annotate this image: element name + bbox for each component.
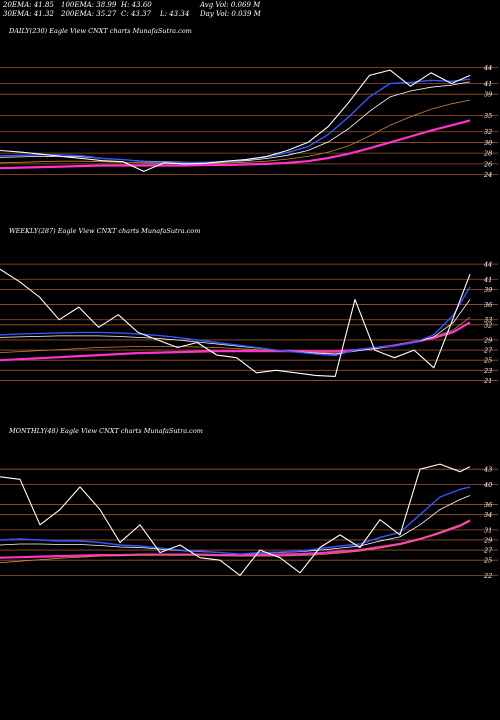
y-tick-label: 32: [484, 128, 492, 136]
y-tick-label: 39: [484, 91, 492, 99]
monthly-chart: 43 40 36 34 31 29 27 25 22: [0, 463, 498, 580]
daily-chart: 44 41 39 35 32 30 28 26 24: [0, 64, 498, 179]
ema-long-line: [0, 321, 471, 362]
y-tick-label: 33: [484, 316, 492, 324]
ema100-stat: 100EMA: 38.99: [61, 1, 117, 9]
price-line: [0, 268, 471, 377]
y-tick-label: 27: [483, 347, 493, 355]
y-tick-label: 22: [483, 572, 492, 580]
high-stat: H: 43.60: [121, 1, 152, 9]
y-tick-label: 25: [483, 557, 492, 565]
y-tick-label: 35: [484, 112, 492, 120]
y-tick-label: 29: [483, 336, 492, 344]
y-tick-label: 41: [483, 276, 492, 284]
y-tick-label: 44: [483, 64, 492, 72]
y-tick-label: 32: [484, 321, 492, 329]
y-tick-label: 21: [483, 377, 492, 385]
y-tick-label: 25: [483, 357, 492, 365]
y-tick-label: 43: [483, 466, 492, 474]
y-tick-label: 27: [483, 547, 493, 555]
low-stat: L: 43.34: [160, 10, 190, 18]
ema-mid-line: [0, 299, 471, 355]
indicator-header: 20EMA: 41.85 30EMA: 41.32 100EMA: 38.99 …: [0, 0, 500, 20]
weekly-panel-title: WEEKLY(287) Eagle View CNXT charts Munaf…: [9, 227, 201, 235]
ema20-stat: 20EMA: 41.85: [3, 1, 54, 9]
y-tick-label: 44: [483, 261, 492, 269]
ema200-stat: 200EMA: 35.27: [61, 10, 117, 18]
y-tick-label: 41: [483, 80, 492, 88]
y-tick-label: 28: [483, 150, 492, 158]
daily-panel-title: DAILY(230) Eagle View CNXT charts Munafa…: [9, 27, 192, 35]
y-tick-label: 30: [484, 139, 492, 147]
y-tick-label: 29: [483, 536, 492, 544]
y-tick-label: 24: [483, 171, 492, 179]
price-line: [0, 69, 471, 172]
y-tick-label: 36: [484, 501, 492, 509]
ema-slow-line: [0, 316, 471, 354]
y-tick-label: 26: [483, 160, 492, 168]
ema30-stat: 30EMA: 41.32: [3, 10, 54, 18]
ema-fast-line: [0, 486, 471, 555]
ema-slow-line: [0, 99, 471, 164]
ema-fast-line: [0, 286, 471, 357]
y-tick-label: 36: [484, 301, 492, 309]
ema-slow-line: [0, 519, 471, 564]
close-stat: C: 43.37: [121, 10, 151, 18]
price-line: [0, 463, 471, 576]
y-tick-label: 40: [483, 481, 492, 489]
ema-long-line: [0, 519, 471, 559]
day-volume-stat: Day Vol: 0.039 M: [200, 10, 261, 18]
y-tick-label: 34: [484, 511, 492, 519]
avg-volume-stat: Avg Vol: 0.069 M: [200, 1, 261, 9]
y-tick-label: 39: [484, 286, 492, 294]
monthly-panel-title: MONTHLY(48) Eagle View CNXT charts Munaf…: [9, 427, 203, 435]
y-tick-label: 31: [484, 526, 492, 534]
y-tick-label: 23: [483, 367, 492, 375]
ema-long-line: [0, 119, 471, 170]
